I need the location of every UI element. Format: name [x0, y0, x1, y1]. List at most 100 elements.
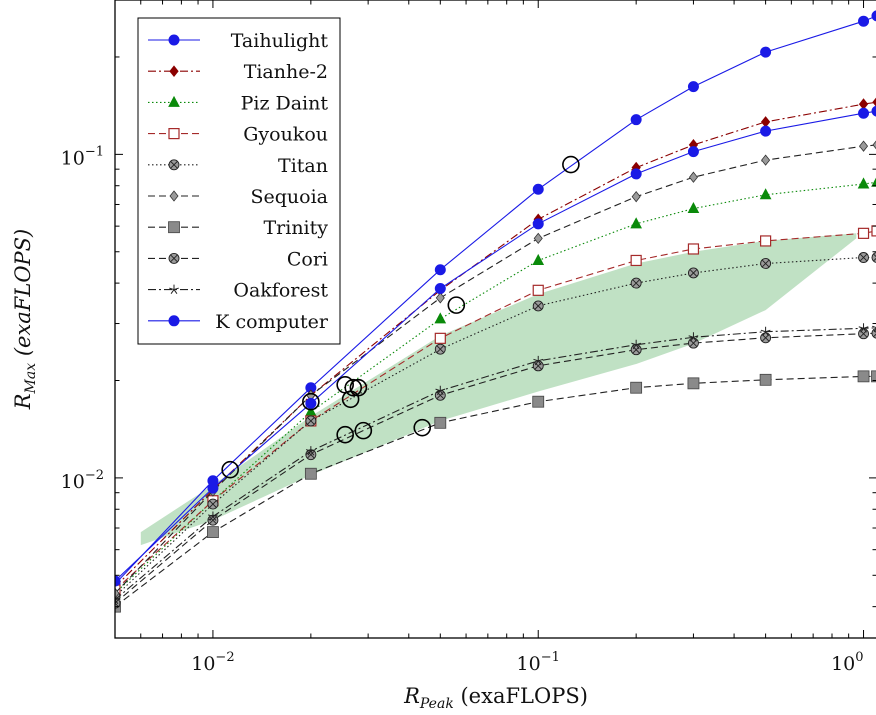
series-point-trinity: [532, 395, 545, 408]
legend-label-oakforest: Oakforest: [233, 280, 328, 302]
series-point-titan: [305, 415, 317, 427]
series-point-k-computer: [434, 282, 446, 294]
series-point-taihulight: [858, 15, 870, 27]
open-circle-marker: [562, 155, 580, 174]
legend-label-gyoukou: Gyoukou: [243, 124, 328, 146]
series-point-k-computer: [115, 575, 121, 587]
legend-marker-titan: [168, 159, 180, 171]
legend-marker-cori: [168, 252, 180, 264]
series-point-k-computer: [532, 218, 544, 230]
legend-marker-gyoukou: [168, 128, 180, 140]
legend-marker-k-computer: [168, 315, 180, 327]
ticks-layer: 10−2 10−1 100 10−2 10−1: [61, 0, 876, 675]
legend-label-taihulight: Taihulight: [231, 30, 329, 52]
series-point-trinity: [434, 416, 447, 429]
series-point-piz-daint: [871, 177, 876, 187]
shaded-region-layer: [140, 233, 857, 546]
series-line-titan: [115, 256, 876, 597]
series-point-taihulight: [532, 183, 544, 195]
legend-marker-oakforest: [169, 284, 179, 294]
legend-marker-taihulight: [168, 34, 180, 46]
series-point-k-computer: [687, 146, 699, 158]
open-circles-layer: [221, 155, 580, 479]
series-point-trinity: [207, 526, 219, 538]
series-point-trinity: [630, 381, 643, 394]
series-line-gyoukou: [115, 230, 876, 591]
series-line-k-computer: [115, 110, 876, 582]
series-point-titan: [760, 258, 772, 269]
series-point-titan: [858, 252, 869, 263]
y-tick-label: 10−1: [61, 144, 104, 169]
legend-entry-oakforest: Oakforest: [148, 280, 328, 302]
series-point-sequoia: [761, 154, 771, 166]
series-point-titan: [207, 498, 219, 510]
series-point-piz-daint: [630, 217, 642, 229]
series-line-taihulight: [115, 15, 876, 585]
series-point-cori: [858, 328, 869, 340]
series-point-k-computer: [305, 397, 317, 409]
legend-label-sequoia: Sequoia: [250, 186, 328, 208]
series-point-k-computer: [207, 482, 219, 494]
y-axis-title: RMax (exaFLOPS): [11, 229, 39, 411]
series-point-titan: [687, 267, 699, 279]
series-point-gyoukou: [871, 225, 876, 237]
series-point-gyoukou: [857, 227, 870, 239]
series-point-titan: [532, 300, 544, 312]
open-circle-marker: [413, 418, 432, 437]
legend-entry-trinity: Trinity: [148, 217, 328, 239]
legend-entry-piz-daint: Piz Daint: [148, 92, 328, 114]
x-axis-title: RPeak (exaFLOPS): [403, 684, 588, 712]
series-point-oakforest: [760, 326, 771, 337]
series-line-oakforest: [115, 327, 876, 601]
series-point-sequoia: [435, 292, 445, 304]
series-k-computer: [115, 105, 876, 587]
legend: Taihulight Tianhe-2 Piz Daint Gyoukou Titan S…: [137, 17, 341, 345]
series-point-oakforest: [208, 511, 218, 521]
plot-frame: [114, 0, 876, 639]
x-tick-label: 10−1: [517, 650, 560, 675]
legend-label-trinity: Trinity: [263, 217, 328, 239]
legend-entry-cori: Cori: [148, 248, 328, 270]
series-point-sequoia: [872, 140, 876, 150]
series-point-taihulight: [687, 81, 699, 93]
series-point-gyoukou: [434, 332, 446, 344]
series-point-cori: [760, 332, 772, 344]
series-line-cori: [115, 332, 876, 604]
open-circle-marker: [336, 425, 354, 444]
series-point-gyoukou: [532, 284, 544, 296]
series-point-sequoia: [631, 191, 641, 203]
series-point-piz-daint: [687, 201, 700, 214]
legend-label-tianhe-2: Tianhe-2: [244, 61, 328, 83]
x-tick-label: 100: [831, 650, 863, 675]
legend-entry-k-computer: K computer: [148, 311, 329, 333]
series-point-trinity: [759, 373, 772, 386]
series-point-sequoia: [533, 232, 543, 245]
series-point-oakforest: [305, 446, 316, 456]
series-layer: [115, 10, 876, 613]
series-point-piz-daint: [532, 253, 545, 265]
open-circle-marker: [302, 392, 320, 411]
legend-entry-taihulight: Taihulight: [148, 30, 328, 52]
series-point-gyoukou: [760, 235, 772, 247]
series-point-oakforest: [858, 323, 869, 333]
series-point-sequoia: [115, 587, 120, 599]
series-point-k-computer: [760, 125, 772, 137]
series-point-cori: [434, 389, 446, 401]
open-circle-marker: [349, 378, 368, 397]
series-line-sequoia: [115, 144, 876, 594]
series-oakforest: [115, 323, 876, 605]
series-point-taihulight: [760, 46, 772, 58]
series-point-trinity: [304, 467, 317, 480]
legend-label-k-computer: K computer: [215, 311, 329, 333]
series-line-tianhe-2: [115, 101, 876, 588]
series-point-titan: [871, 252, 876, 263]
series-point-k-computer: [858, 107, 870, 119]
series-point-k-computer: [871, 105, 876, 117]
series-point-tianhe-2: [872, 97, 876, 107]
series-point-gyoukou: [687, 243, 700, 255]
series-line-trinity: [115, 375, 876, 608]
series-point-taihulight: [434, 264, 446, 276]
y-tick-label: 10−2: [61, 468, 104, 493]
series-point-oakforest: [533, 355, 544, 366]
